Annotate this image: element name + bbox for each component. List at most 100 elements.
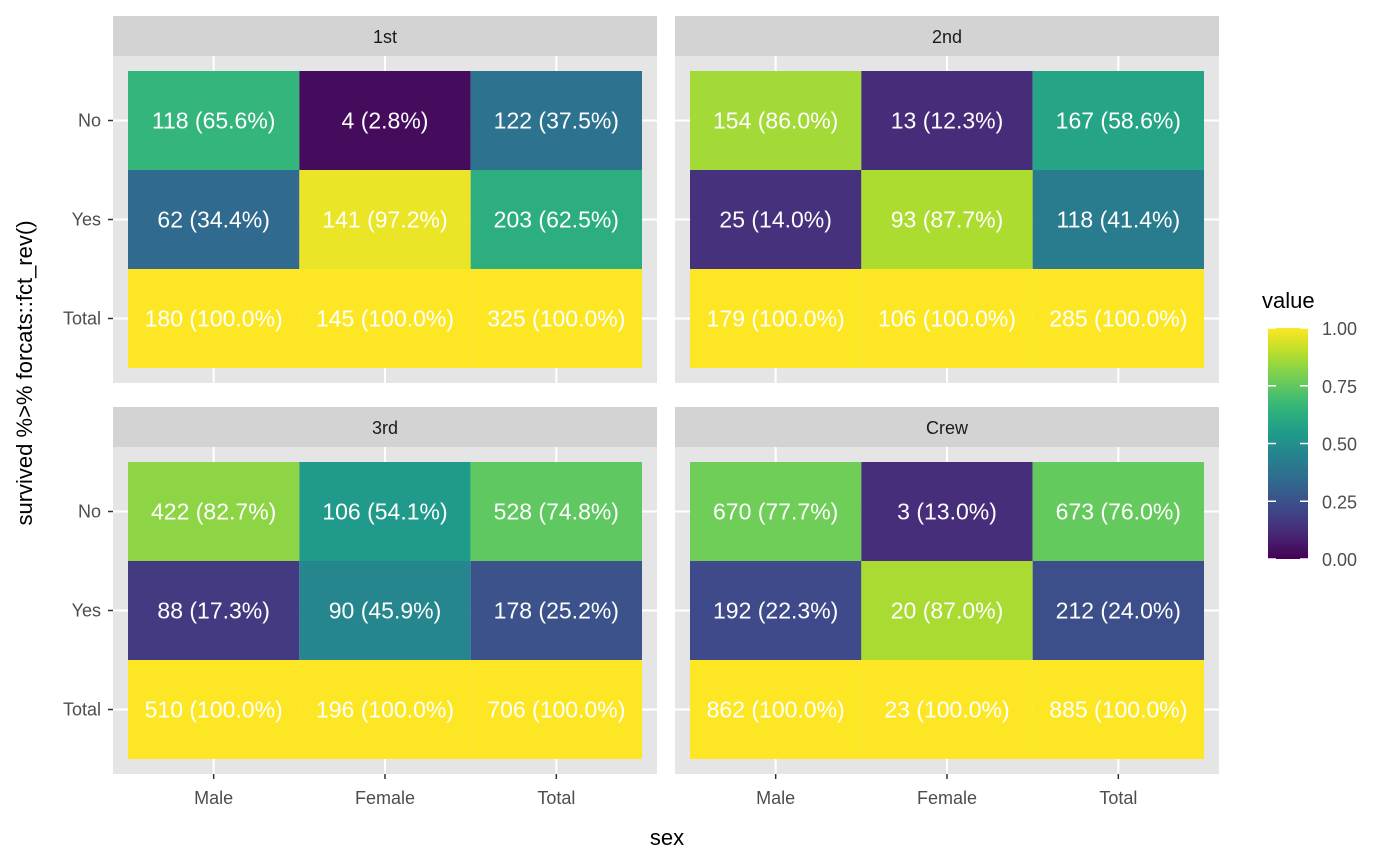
heatmap-cell-no-total bbox=[1032, 71, 1204, 170]
heatmap-cell-total-female bbox=[861, 660, 1033, 759]
facet-panel-crew: Crew 670 (77.7%) 3 (13.0%) 673 (76.0%) 192 (… bbox=[675, 407, 1219, 808]
heatmap-cell-yes-male bbox=[690, 170, 862, 269]
facet-panels: 1st 118 (65.6%) 4 (2.8%) 122 (37.5%) 62 (34.… bbox=[63, 16, 1219, 808]
cell-label: 212 (24.0%) bbox=[1056, 598, 1181, 624]
heatmap-cell-no-male bbox=[128, 462, 300, 561]
heatmap-cell-no-male bbox=[690, 71, 862, 170]
cell-label: 23 (100.0%) bbox=[884, 697, 1009, 723]
cell-label: 145 (100.0%) bbox=[316, 306, 454, 332]
heatmap-cell-total-total bbox=[470, 269, 642, 368]
heatmap-cell-total-female bbox=[299, 660, 471, 759]
cell-label: 154 (86.0%) bbox=[713, 108, 838, 134]
cell-label: 106 (100.0%) bbox=[878, 306, 1016, 332]
x-tick-label: Female bbox=[355, 788, 415, 808]
cell-label: 167 (58.6%) bbox=[1056, 108, 1181, 134]
heatmap-cell-yes-male bbox=[128, 561, 300, 660]
y-axis-title: survived %>% forcats::fct_rev() bbox=[12, 220, 37, 525]
heatmap-cell-total-total bbox=[1032, 660, 1204, 759]
x-tick-label: Male bbox=[194, 788, 233, 808]
heatmap-cell-total-female bbox=[861, 269, 1033, 368]
y-tick-label: No bbox=[78, 502, 101, 522]
heatmap-cell-yes-male bbox=[128, 170, 300, 269]
cell-label: 422 (82.7%) bbox=[151, 499, 276, 525]
cell-label: 178 (25.2%) bbox=[494, 598, 619, 624]
heatmap-cell-yes-male bbox=[690, 561, 862, 660]
cell-label: 93 (87.7%) bbox=[891, 207, 1004, 233]
heatmap-cell-no-male bbox=[690, 462, 862, 561]
legend-tick-label: 0.25 bbox=[1322, 492, 1357, 512]
cell-label: 179 (100.0%) bbox=[707, 306, 845, 332]
cell-label: 62 (34.4%) bbox=[157, 207, 270, 233]
y-tick-label: Yes bbox=[72, 210, 101, 230]
heatmap-cell-yes-female bbox=[861, 561, 1033, 660]
facet-strip-label: Crew bbox=[926, 418, 969, 438]
cell-label: 528 (74.8%) bbox=[494, 499, 619, 525]
heatmap-cell-total-male bbox=[128, 660, 300, 759]
heatmap-cell-yes-total bbox=[470, 170, 642, 269]
facet-panel-1st: 1st 118 (65.6%) 4 (2.8%) 122 (37.5%) 62 (34.… bbox=[63, 16, 657, 383]
cell-label: 510 (100.0%) bbox=[145, 697, 283, 723]
heatmap-cell-no-female bbox=[861, 71, 1033, 170]
cell-label: 285 (100.0%) bbox=[1049, 306, 1187, 332]
cell-label: 180 (100.0%) bbox=[145, 306, 283, 332]
y-tick-label: Total bbox=[63, 700, 101, 720]
heatmap-cell-yes-total bbox=[1032, 561, 1204, 660]
heatmap-cell-yes-female bbox=[861, 170, 1033, 269]
legend-title: value bbox=[1262, 288, 1315, 313]
facet-strip bbox=[113, 16, 657, 56]
heatmap-cell-no-total bbox=[470, 462, 642, 561]
heatmap-cell-total-total bbox=[1032, 269, 1204, 368]
legend-tick-label: 1.00 bbox=[1322, 319, 1357, 339]
cell-label: 885 (100.0%) bbox=[1049, 697, 1187, 723]
heatmap-cell-total-male bbox=[690, 660, 862, 759]
cell-label: 196 (100.0%) bbox=[316, 697, 454, 723]
cell-label: 203 (62.5%) bbox=[494, 207, 619, 233]
heatmap-cell-yes-female bbox=[299, 170, 471, 269]
heatmap-cell-yes-female bbox=[299, 561, 471, 660]
heatmap-cell-total-female bbox=[299, 269, 471, 368]
heatmap-cell-total-male bbox=[690, 269, 862, 368]
x-tick-label: Total bbox=[1099, 788, 1137, 808]
heatmap-cell-no-female bbox=[299, 462, 471, 561]
heatmap-cell-no-female bbox=[861, 462, 1033, 561]
cell-label: 141 (97.2%) bbox=[322, 207, 447, 233]
heatmap-cell-yes-total bbox=[1032, 170, 1204, 269]
heatmap-cell-total-male bbox=[128, 269, 300, 368]
cell-label: 670 (77.7%) bbox=[713, 499, 838, 525]
cell-label: 862 (100.0%) bbox=[707, 697, 845, 723]
cell-label: 90 (45.9%) bbox=[329, 598, 442, 624]
heatmap-cell-no-female bbox=[299, 71, 471, 170]
cell-label: 106 (54.1%) bbox=[322, 499, 447, 525]
facet-strip-label: 1st bbox=[373, 27, 397, 47]
cell-label: 13 (12.3%) bbox=[891, 108, 1004, 134]
cell-label: 325 (100.0%) bbox=[487, 306, 625, 332]
heatmap-cell-no-male bbox=[128, 71, 300, 170]
heatmap-cell-yes-total bbox=[470, 561, 642, 660]
cell-label: 3 (13.0%) bbox=[897, 499, 997, 525]
facet-strip-label: 2nd bbox=[932, 27, 962, 47]
cell-label: 192 (22.3%) bbox=[713, 598, 838, 624]
cell-label: 4 (2.8%) bbox=[342, 108, 429, 134]
heatmap-cell-no-total bbox=[1032, 462, 1204, 561]
heatmap-cell-total-total bbox=[470, 660, 642, 759]
cell-label: 706 (100.0%) bbox=[487, 697, 625, 723]
cell-label: 25 (14.0%) bbox=[719, 207, 832, 233]
cell-label: 673 (76.0%) bbox=[1056, 499, 1181, 525]
facet-strip bbox=[113, 407, 657, 447]
facet-strip bbox=[675, 16, 1219, 56]
legend-tick-label: 0.50 bbox=[1322, 435, 1357, 455]
legend-tick-label: 0.75 bbox=[1322, 377, 1357, 397]
cell-label: 118 (65.6%) bbox=[152, 108, 276, 134]
y-tick-label: Yes bbox=[72, 601, 101, 621]
cell-label: 20 (87.0%) bbox=[891, 598, 1004, 624]
facet-panel-3rd: 3rd 422 (82.7%) 106 (54.1%) 528 (74.8%) 88 (… bbox=[63, 407, 657, 808]
facet-strip-label: 3rd bbox=[372, 418, 398, 438]
x-tick-label: Total bbox=[537, 788, 575, 808]
x-tick-label: Female bbox=[917, 788, 977, 808]
facet-strip bbox=[675, 407, 1219, 447]
legend-tick-label: 0.00 bbox=[1322, 550, 1357, 570]
facet-panel-2nd: 2nd 154 (86.0%) 13 (12.3%) 167 (58.6%) 25 (1… bbox=[675, 16, 1219, 383]
cell-label: 88 (17.3%) bbox=[157, 598, 270, 624]
y-tick-label: No bbox=[78, 111, 101, 131]
